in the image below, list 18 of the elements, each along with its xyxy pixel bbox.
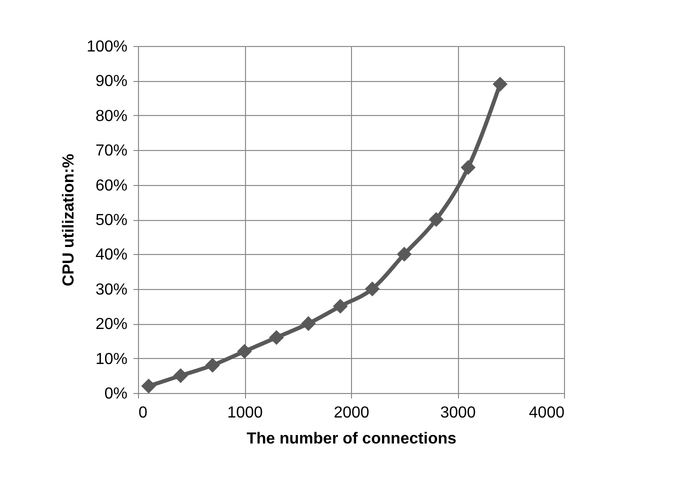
- y-tick-label: 10%: [95, 350, 128, 368]
- x-axis-title: The number of connections: [246, 430, 456, 448]
- x-tick-label: 4000: [528, 404, 565, 422]
- y-tick-label: 90%: [95, 73, 128, 90]
- y-tick-label: 80%: [95, 108, 128, 125]
- x-tick-label: 2000: [334, 404, 370, 422]
- y-tick-label: 70%: [95, 142, 128, 160]
- y-tick-label: 50%: [95, 212, 128, 229]
- y-tick-label: 60%: [95, 177, 128, 194]
- x-tick-label: 3000: [440, 404, 476, 422]
- y-tick-label: 30%: [95, 281, 128, 298]
- y-tick-label: 40%: [95, 246, 128, 264]
- y-axis-title: CPU utilization:%: [60, 154, 78, 286]
- x-tick-label: 0: [138, 404, 148, 422]
- y-tick-label: 20%: [95, 316, 128, 334]
- y-tick-label: 100%: [86, 38, 128, 56]
- y-tick-label: 0%: [104, 386, 128, 402]
- x-tick-label: 1000: [227, 404, 263, 422]
